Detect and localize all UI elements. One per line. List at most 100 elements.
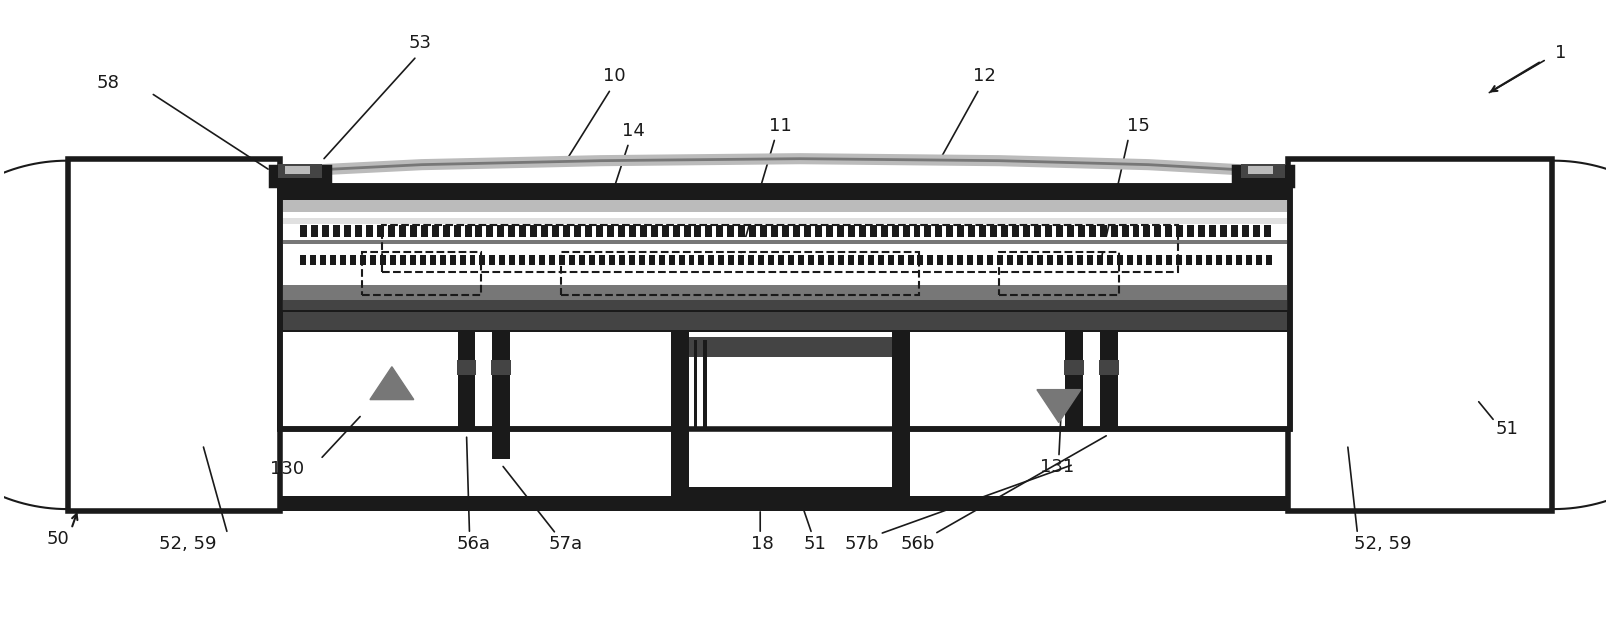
Bar xyxy=(1177,255,1182,265)
Bar xyxy=(499,255,506,265)
Text: 57a: 57a xyxy=(549,535,583,553)
Bar xyxy=(673,225,679,238)
Bar xyxy=(1220,225,1227,238)
Bar xyxy=(947,225,953,238)
Bar xyxy=(689,255,694,265)
Bar xyxy=(826,225,832,238)
Bar xyxy=(778,255,784,265)
Bar xyxy=(837,255,844,265)
Bar xyxy=(716,225,723,238)
Bar xyxy=(705,225,712,238)
Bar xyxy=(457,332,475,429)
Bar xyxy=(858,225,866,238)
Bar xyxy=(1246,255,1253,265)
Bar xyxy=(1045,225,1051,238)
Bar xyxy=(311,255,316,265)
Bar xyxy=(280,496,1290,511)
Bar xyxy=(1232,225,1238,238)
Bar xyxy=(340,255,346,265)
Bar xyxy=(1166,225,1172,238)
Bar xyxy=(283,285,1286,288)
Bar xyxy=(935,225,942,238)
Bar xyxy=(958,225,964,238)
Bar xyxy=(493,332,510,459)
Bar xyxy=(1111,225,1117,238)
Bar xyxy=(480,255,486,265)
Bar xyxy=(411,255,415,265)
Bar xyxy=(684,225,691,238)
Bar xyxy=(848,225,855,238)
Text: 52, 59: 52, 59 xyxy=(1354,535,1410,553)
Bar xyxy=(1067,255,1072,265)
Bar xyxy=(1248,165,1274,173)
Bar xyxy=(997,255,1003,265)
Bar xyxy=(454,225,460,238)
Bar xyxy=(818,255,824,265)
Bar xyxy=(330,255,336,265)
Bar xyxy=(607,225,613,238)
Text: 58: 58 xyxy=(97,74,119,92)
Bar xyxy=(694,340,697,429)
Bar xyxy=(459,255,465,265)
Bar xyxy=(671,487,910,509)
Bar xyxy=(1216,255,1222,265)
Bar xyxy=(1146,255,1153,265)
Text: 57b: 57b xyxy=(845,535,879,553)
Bar xyxy=(399,225,406,238)
Bar xyxy=(678,255,684,265)
Bar xyxy=(618,255,625,265)
Bar xyxy=(1264,225,1270,238)
Bar xyxy=(799,255,803,265)
Bar xyxy=(749,255,753,265)
Bar xyxy=(1127,255,1132,265)
Bar xyxy=(937,255,943,265)
Bar xyxy=(728,255,734,265)
Text: 15: 15 xyxy=(1127,117,1150,135)
Bar xyxy=(465,225,472,238)
Bar xyxy=(1022,225,1030,238)
Bar xyxy=(968,225,976,238)
Bar xyxy=(283,312,1286,330)
Bar xyxy=(1236,255,1241,265)
Bar xyxy=(589,255,596,265)
Bar xyxy=(270,165,330,186)
Bar xyxy=(1132,225,1140,238)
Bar xyxy=(365,225,374,238)
Polygon shape xyxy=(370,366,414,400)
Bar xyxy=(768,255,774,265)
Bar xyxy=(470,255,475,265)
Bar xyxy=(345,225,351,238)
Bar xyxy=(699,255,705,265)
Bar xyxy=(739,225,745,238)
Bar xyxy=(283,238,1286,240)
Bar xyxy=(559,255,565,265)
Text: 56a: 56a xyxy=(457,535,491,553)
Bar xyxy=(279,164,322,178)
Bar xyxy=(987,255,993,265)
Bar xyxy=(1001,225,1008,238)
Bar xyxy=(924,225,932,238)
Bar xyxy=(771,225,778,238)
Bar xyxy=(1064,332,1084,429)
Bar xyxy=(618,225,625,238)
Bar xyxy=(609,255,615,265)
Bar xyxy=(596,225,602,238)
Bar xyxy=(1187,255,1193,265)
Bar xyxy=(382,225,1179,272)
Bar xyxy=(903,225,910,238)
Bar xyxy=(562,252,919,295)
Text: 12: 12 xyxy=(972,67,995,85)
Bar xyxy=(486,225,493,238)
Bar xyxy=(1077,225,1085,238)
Bar xyxy=(370,255,377,265)
Bar xyxy=(449,255,456,265)
Bar xyxy=(1098,360,1119,375)
Bar xyxy=(892,332,910,509)
Bar xyxy=(283,244,1286,252)
Text: 52, 59: 52, 59 xyxy=(159,535,216,553)
Bar xyxy=(808,255,815,265)
Text: 1: 1 xyxy=(1555,44,1567,62)
Bar xyxy=(280,186,1290,201)
Bar xyxy=(1198,225,1206,238)
Bar xyxy=(1196,255,1203,265)
